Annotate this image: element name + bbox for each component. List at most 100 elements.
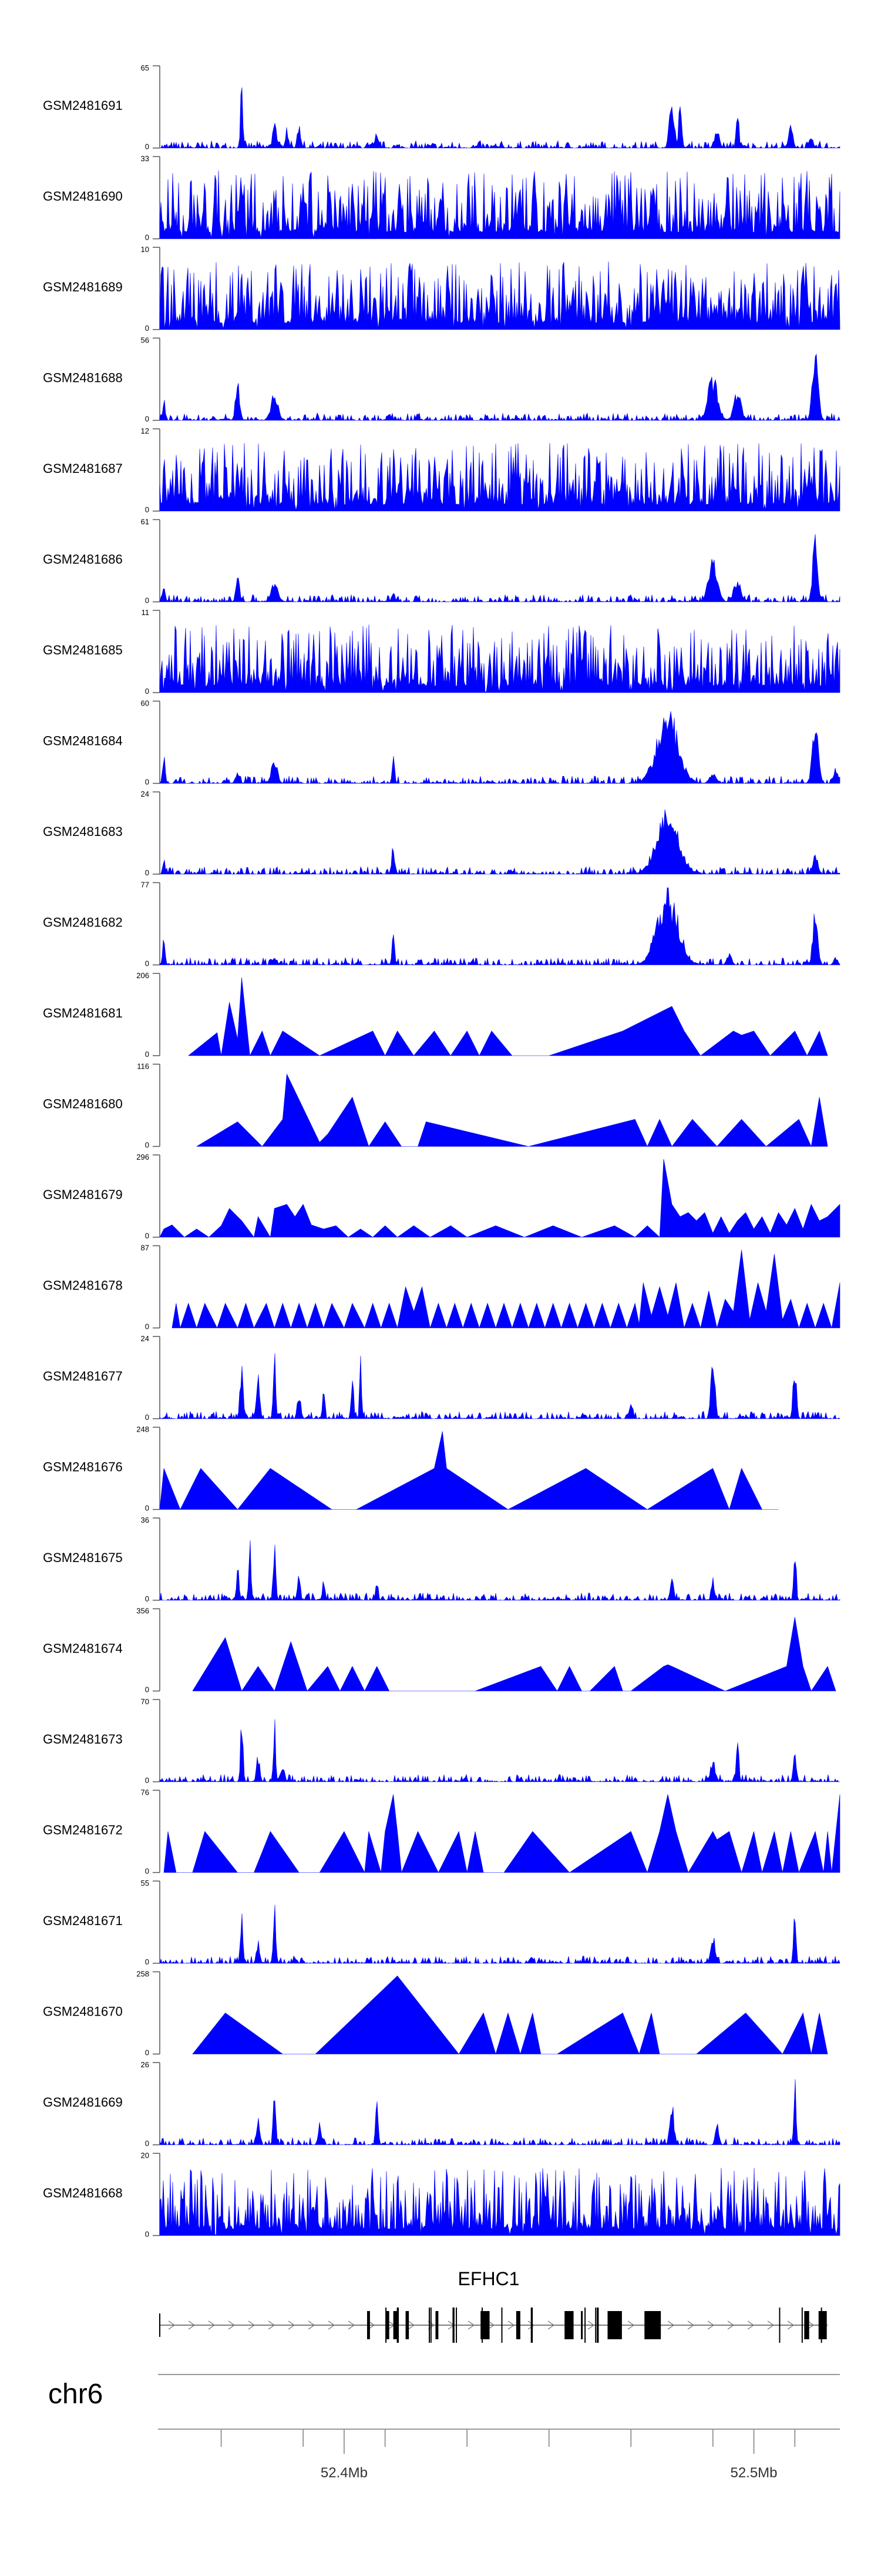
track-signal	[159, 711, 840, 784]
track-ymax-label: 87	[141, 1244, 149, 1252]
track-ymin-label: 0	[145, 1141, 149, 1150]
track-ymin-label: 0	[145, 505, 149, 514]
track-GSM2481685: GSM2481685 11 0	[43, 608, 840, 696]
strand-arrow	[408, 2320, 415, 2330]
exon	[480, 2311, 490, 2339]
strand-arrow	[507, 2320, 515, 2330]
track-GSM2481676: GSM2481676 248 0	[43, 1425, 779, 1513]
track-ymax-label: 26	[141, 2060, 149, 2069]
track-signal	[159, 353, 840, 421]
exon	[393, 2311, 398, 2339]
track-name: GSM2481673	[43, 1732, 123, 1747]
track-signal	[187, 977, 828, 1057]
track-name: GSM2481674	[43, 1641, 123, 1656]
exon	[818, 2311, 827, 2339]
track-ymax-label: 55	[141, 1879, 149, 1888]
strand-arrow	[487, 2320, 495, 2330]
track-ymax-label: 356	[136, 1607, 149, 1616]
strand-arrow	[208, 2320, 216, 2330]
track-GSM2481675: GSM2481675 36 0	[43, 1516, 840, 1603]
track-signal	[159, 809, 840, 875]
track-ymin-label: 0	[145, 2048, 149, 2057]
track-signal	[159, 1158, 840, 1238]
strand-arrow	[368, 2320, 375, 2330]
track-name: GSM2481680	[43, 1097, 123, 1111]
track-name: GSM2481679	[43, 1187, 123, 1202]
track-signal	[172, 1250, 840, 1329]
track-ymax-label: 10	[141, 245, 149, 254]
strand-arrow	[807, 2320, 815, 2330]
track-ymin-label: 0	[145, 1504, 149, 1513]
strand-arrow	[747, 2320, 755, 2330]
track-signal	[159, 1719, 840, 1783]
exon	[564, 2311, 574, 2339]
track-ymin-label: 0	[145, 1413, 149, 1422]
track-ymax-label: 76	[141, 1788, 149, 1797]
track-signal	[159, 2079, 840, 2146]
track-ymax-label: 33	[141, 155, 149, 163]
track-GSM2481680: GSM2481680 116 0	[43, 1062, 828, 1150]
track-ymax-label: 20	[141, 2151, 149, 2160]
strand-arrow	[627, 2320, 635, 2330]
track-name: GSM2481683	[43, 824, 123, 839]
strand-arrow	[248, 2320, 255, 2330]
track-ymax-label: 116	[137, 1062, 149, 1071]
track-name: GSM2481682	[43, 915, 123, 930]
exon	[405, 2311, 409, 2339]
track-GSM2481687: GSM2481687 12 0	[43, 426, 840, 514]
track-GSM2481686: GSM2481686 61 0	[43, 518, 840, 605]
strand-arrow	[288, 2320, 295, 2330]
track-name: GSM2481678	[43, 1278, 123, 1293]
track-ymin-label: 0	[145, 1957, 149, 1966]
track-signal	[159, 1353, 840, 1420]
strand-arrow	[727, 2320, 735, 2330]
track-ymax-label: 24	[141, 1334, 149, 1343]
track-ymin-label: 0	[145, 2139, 149, 2148]
track-name: GSM2481675	[43, 1550, 123, 1565]
track-ymax-label: 36	[141, 1516, 149, 1524]
track-signal	[196, 1073, 828, 1147]
track-ymin-label: 0	[145, 1231, 149, 1240]
exon	[581, 2311, 583, 2339]
track-ymin-label: 0	[145, 233, 149, 242]
track-GSM2481669: GSM2481669 26 0	[43, 2060, 840, 2148]
data-tracks: GSM2481691650GSM2481690330GSM2481689100G…	[43, 63, 840, 2239]
track-name: GSM2481681	[43, 1006, 123, 1020]
exon	[435, 2311, 439, 2339]
track-ymax-label: 12	[141, 426, 149, 435]
strand-arrow	[348, 2320, 355, 2330]
track-signal	[192, 1617, 836, 1692]
strand-arrow	[188, 2320, 196, 2330]
track-ymax-label: 61	[141, 518, 149, 526]
track-name: GSM2481677	[43, 1369, 123, 1383]
track-name: GSM2481688	[43, 371, 123, 385]
track-GSM2481682: GSM2481682 77 0	[43, 881, 840, 968]
track-name: GSM2481684	[43, 734, 123, 748]
track-ymin-label: 0	[145, 778, 149, 787]
track-name: GSM2481676	[43, 1460, 123, 1475]
track-name: GSM2481685	[43, 643, 123, 657]
track-name: GSM2481687	[43, 461, 123, 476]
track-signal	[159, 2168, 840, 2236]
strand-arrow	[587, 2320, 595, 2330]
track-ymax-label: 206	[136, 971, 149, 980]
track-ymin-label: 0	[145, 142, 149, 151]
track-ymax-label: 296	[136, 1153, 149, 1161]
track-name: GSM2481672	[43, 1823, 123, 1838]
exon	[804, 2311, 809, 2339]
track-signal	[159, 443, 840, 512]
track-signal	[159, 624, 840, 693]
track-name: GSM2481669	[43, 2095, 123, 2110]
track-GSM2481688: GSM2481688 56 0	[43, 336, 840, 424]
track-ymin-label: 0	[145, 1050, 149, 1059]
track-GSM2481668: GSM2481668 20 0	[43, 2151, 840, 2239]
track-signal	[159, 261, 840, 330]
track-ymin-label: 0	[145, 1776, 149, 1785]
strand-arrow	[468, 2320, 475, 2330]
track-GSM2481670: GSM2481670 258 0	[43, 1970, 828, 2057]
exon	[644, 2311, 661, 2339]
track-GSM2481671: GSM2481671 55 0	[43, 1879, 840, 1966]
track-ymax-label: 70	[141, 1697, 149, 1706]
track-signal	[159, 1431, 779, 1510]
